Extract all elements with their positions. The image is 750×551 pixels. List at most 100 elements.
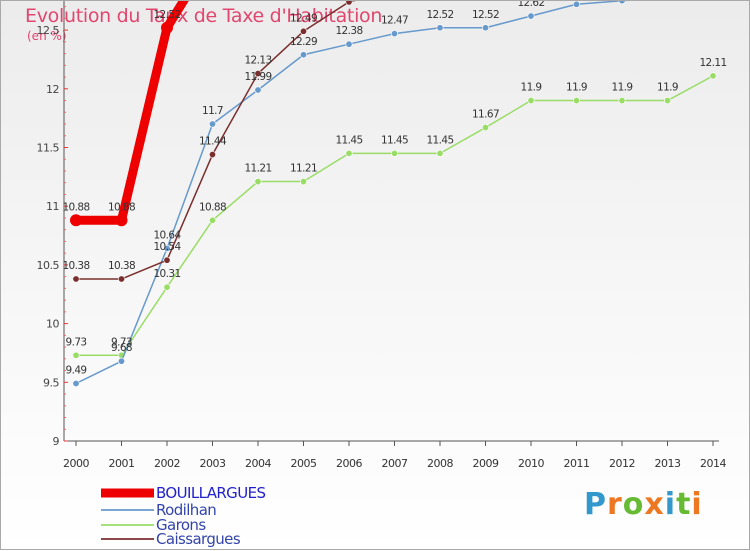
proxiti-logo: Proxiti [584,487,703,522]
data-label-caissargues: 10.38 [108,260,135,272]
data-label-caissargues: 12.13 [244,55,271,67]
data-label-garons: 11.45 [381,134,408,146]
data-point-garons [481,124,489,132]
y-tick-label: 12.5 [37,24,60,37]
data-label-rodilhan: 12.29 [290,36,317,48]
data-label-caissargues: 12.49 [290,12,317,24]
data-label-bouillargues: 10.88 [108,201,135,213]
data-label-garons: 9.73 [66,336,87,348]
data-point-rodilhan [436,24,444,32]
data-point-bouillargues [115,214,128,227]
data-point-rodilhan [118,357,126,365]
data-point-caissargues [254,70,262,78]
x-tick-label: 2005 [291,457,317,470]
x-tick-label: 2008 [427,457,453,470]
series-line-caissargues [76,1,356,280]
legend-label: Garons [156,516,206,534]
data-point-garons [72,351,80,359]
data-label-rodilhan: 12.62 [517,1,544,9]
logo-letter: i [691,487,703,522]
data-label-caissargues: 10.54 [153,241,181,253]
data-label-caissargues: 10.38 [62,260,89,272]
data-point-bouillargues [70,214,82,227]
series-line-rodilhan [75,1,629,385]
x-tick-label: 2012 [609,457,635,470]
x-tick-label: 2000 [63,457,89,470]
logo-letter: o [622,487,645,522]
data-label-garons: 11.21 [290,163,317,175]
data-point-rodilhan [573,1,580,8]
data-point-rodilhan [527,12,535,20]
data-point-caissargues [163,256,171,264]
data-label-garons: 12.11 [699,57,726,69]
data-point-rodilhan [299,51,307,59]
data-point-rodilhan [72,379,80,387]
data-label-garons: 11.67 [472,109,499,121]
series-line-garons [76,75,714,357]
y-tick-label: 11.5 [37,142,60,155]
y-tick-label: 12 [46,83,59,96]
data-point-bouillargues [161,21,173,34]
data-label-rodilhan: 12.52 [472,9,499,21]
x-tick-label: 2014 [700,457,726,470]
data-point-rodilhan [390,30,398,38]
x-tick-label: 2002 [154,457,180,470]
data-point-garons [345,149,353,157]
x-tick-label: 2001 [109,457,135,470]
data-point-garons [163,283,171,291]
data-label-garons: 11.45 [426,134,453,146]
data-label-rodilhan: 10.64 [153,229,181,241]
logo-letter: i [664,487,677,522]
data-label-garons: 11.9 [521,82,542,94]
data-point-rodilhan [345,40,353,48]
data-label-garons: 11.9 [657,82,678,94]
data-label-rodilhan: 11.99 [244,71,271,83]
data-label-rodilhan: 9.68 [111,342,132,354]
y-tick-label: 10.5 [37,259,60,272]
data-point-garons [618,97,626,105]
data-label-rodilhan: 9.49 [66,364,87,376]
data-point-garons [390,149,398,157]
y-tick-label: 9 [53,435,60,448]
logo-letter: P [584,487,607,522]
data-label-rodilhan: 12.38 [335,25,362,37]
data-point-rodilhan [163,244,171,252]
data-label-garons: 11.9 [612,82,633,94]
data-point-garons [572,97,580,105]
data-point-garons [436,149,444,157]
y-tick-label: 9.5 [43,376,59,389]
data-point-garons [209,216,217,224]
logo-letter: t [676,487,692,522]
data-label-bouillargues: 12.52 [153,9,180,21]
data-point-rodilhan [481,24,489,32]
x-tick-label: 2004 [245,457,271,470]
data-point-rodilhan [618,1,626,5]
data-label-garons: 10.31 [153,268,180,280]
data-point-caissargues [345,1,353,6]
logo-letter: r [607,487,623,522]
legend-label: Caissargues [156,530,241,548]
x-tick-label: 2011 [564,457,590,470]
data-point-caissargues [118,275,126,283]
x-tick-label: 2009 [473,457,499,470]
data-point-garons [299,178,307,186]
data-label-garons: 11.45 [335,134,362,146]
logo-letter: x [644,487,665,522]
data-label-rodilhan: 11.7 [202,105,223,117]
data-label-caissargues: 11.44 [199,136,227,148]
x-tick-label: 2006 [336,457,362,470]
data-label-rodilhan: 12.47 [381,15,408,27]
data-point-garons [527,97,535,105]
legend-label: Rodilhan [156,501,216,519]
data-label-bouillargues: 10.88 [62,201,89,213]
x-tick-label: 2003 [200,457,226,470]
data-point-caissargues [299,27,307,35]
data-point-rodilhan [254,86,262,94]
data-label-garons: 11.9 [566,82,587,94]
chart-title: Evolution du Taux de Taxe d'Habitation [25,5,383,27]
x-tick-label: 2013 [655,457,681,470]
data-point-rodilhan [209,120,217,128]
y-tick-label: 10 [46,318,59,331]
